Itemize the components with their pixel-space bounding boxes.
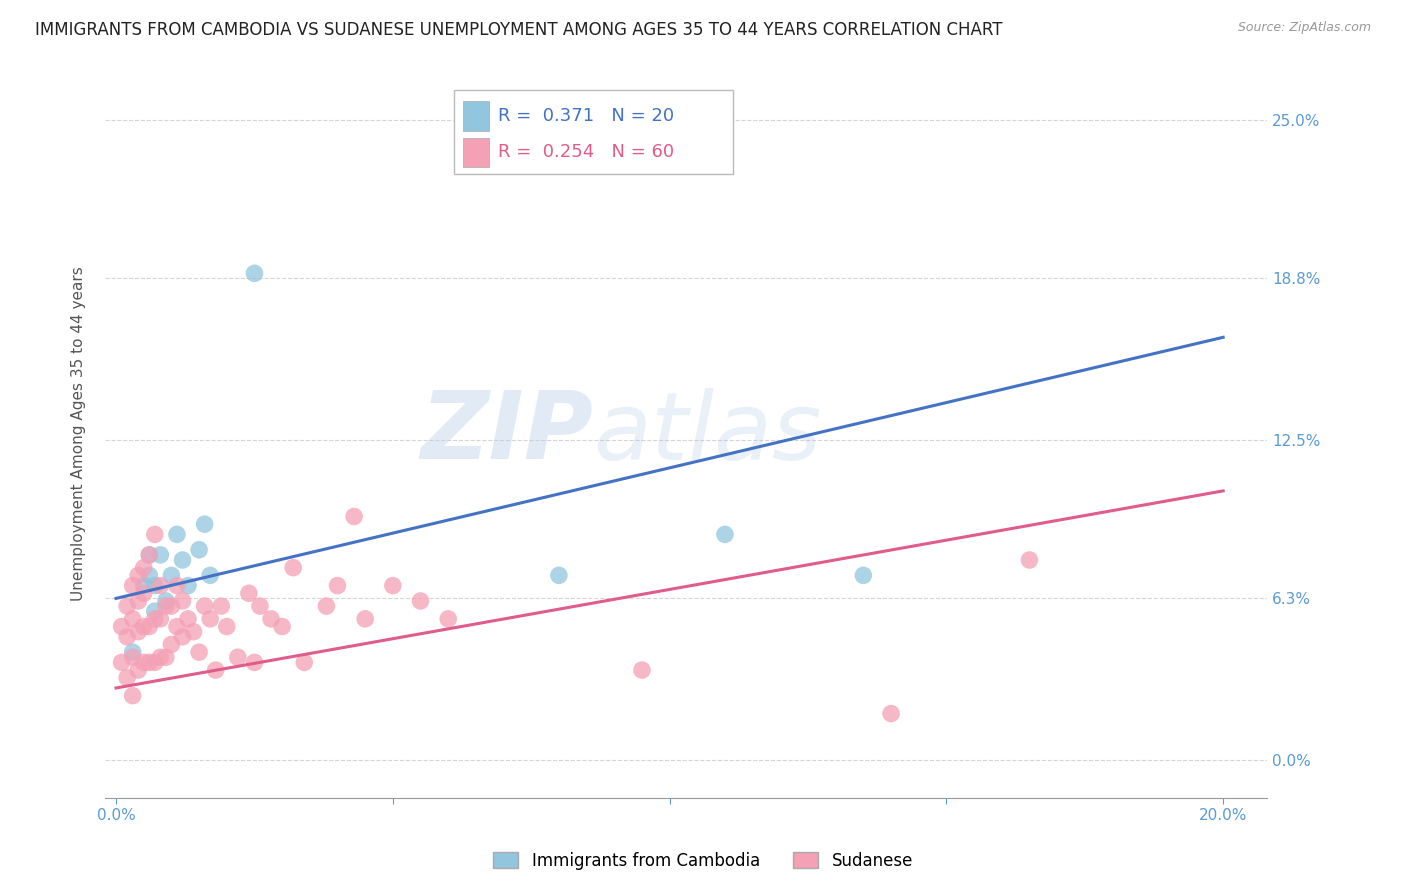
Point: [226, 650, 249, 665]
Point: [620, 0, 643, 4]
Point: [243, 266, 266, 280]
Point: [138, 619, 160, 633]
Point: [172, 553, 194, 567]
Point: [292, 656, 315, 670]
Point: [209, 599, 232, 613]
Text: R =  0.254   N = 60: R = 0.254 N = 60: [498, 144, 673, 161]
Text: Source: ZipAtlas.com: Source: ZipAtlas.com: [1237, 21, 1371, 34]
Point: [315, 599, 337, 613]
Point: [155, 599, 177, 613]
Point: [1018, 553, 1040, 567]
Point: [188, 542, 211, 557]
Point: [127, 624, 149, 639]
Point: [132, 656, 155, 670]
Point: [127, 663, 149, 677]
Point: [155, 594, 177, 608]
Point: [132, 619, 155, 633]
Point: [238, 586, 260, 600]
Point: [149, 650, 172, 665]
Point: [143, 612, 166, 626]
Point: [326, 579, 349, 593]
Point: [132, 560, 155, 574]
Point: [437, 612, 460, 626]
Point: [160, 568, 183, 582]
Point: [110, 619, 132, 633]
Point: [880, 706, 903, 721]
Point: [631, 663, 654, 677]
Point: [149, 579, 172, 593]
Point: [172, 630, 194, 644]
Bar: [463, 102, 489, 130]
Point: [188, 645, 211, 659]
Point: [381, 579, 404, 593]
Point: [138, 656, 160, 670]
Point: [138, 548, 160, 562]
Point: [132, 586, 155, 600]
Point: [249, 599, 271, 613]
Point: [198, 568, 221, 582]
FancyBboxPatch shape: [454, 90, 733, 174]
Point: [115, 630, 138, 644]
Point: [143, 527, 166, 541]
Point: [143, 604, 166, 618]
Point: [166, 527, 188, 541]
Point: [204, 663, 226, 677]
Point: [121, 612, 143, 626]
Point: [110, 656, 132, 670]
Point: [121, 579, 143, 593]
Point: [194, 599, 217, 613]
Point: [138, 568, 160, 582]
Text: R =  0.371   N = 20: R = 0.371 N = 20: [498, 107, 673, 125]
Point: [198, 612, 221, 626]
Text: ZIP: ZIP: [420, 387, 593, 479]
Point: [194, 517, 217, 532]
Point: [166, 619, 188, 633]
Point: [243, 656, 266, 670]
Point: [132, 579, 155, 593]
Point: [121, 645, 143, 659]
Legend: Immigrants from Cambodia, Sudanese: Immigrants from Cambodia, Sudanese: [486, 846, 920, 877]
Point: [160, 638, 183, 652]
Point: [149, 612, 172, 626]
Point: [183, 624, 205, 639]
Point: [714, 527, 737, 541]
Point: [143, 656, 166, 670]
Point: [138, 548, 160, 562]
Point: [149, 548, 172, 562]
Y-axis label: Unemployment Among Ages 35 to 44 years: Unemployment Among Ages 35 to 44 years: [72, 266, 86, 600]
Point: [121, 650, 143, 665]
Point: [121, 689, 143, 703]
Point: [177, 612, 200, 626]
Point: [172, 594, 194, 608]
Point: [283, 560, 305, 574]
Text: atlas: atlas: [593, 388, 821, 479]
Text: IMMIGRANTS FROM CAMBODIA VS SUDANESE UNEMPLOYMENT AMONG AGES 35 TO 44 YEARS CORR: IMMIGRANTS FROM CAMBODIA VS SUDANESE UNE…: [35, 21, 1002, 38]
Point: [177, 579, 200, 593]
Point: [354, 612, 377, 626]
Point: [409, 594, 432, 608]
Point: [127, 568, 149, 582]
Point: [548, 568, 571, 582]
Point: [852, 568, 875, 582]
Point: [343, 509, 366, 524]
Point: [160, 599, 183, 613]
Point: [215, 619, 238, 633]
Point: [115, 671, 138, 685]
Point: [127, 594, 149, 608]
Point: [166, 579, 188, 593]
Point: [115, 599, 138, 613]
Point: [155, 650, 177, 665]
Point: [260, 612, 283, 626]
Point: [143, 579, 166, 593]
Bar: [463, 138, 489, 167]
Point: [271, 619, 294, 633]
